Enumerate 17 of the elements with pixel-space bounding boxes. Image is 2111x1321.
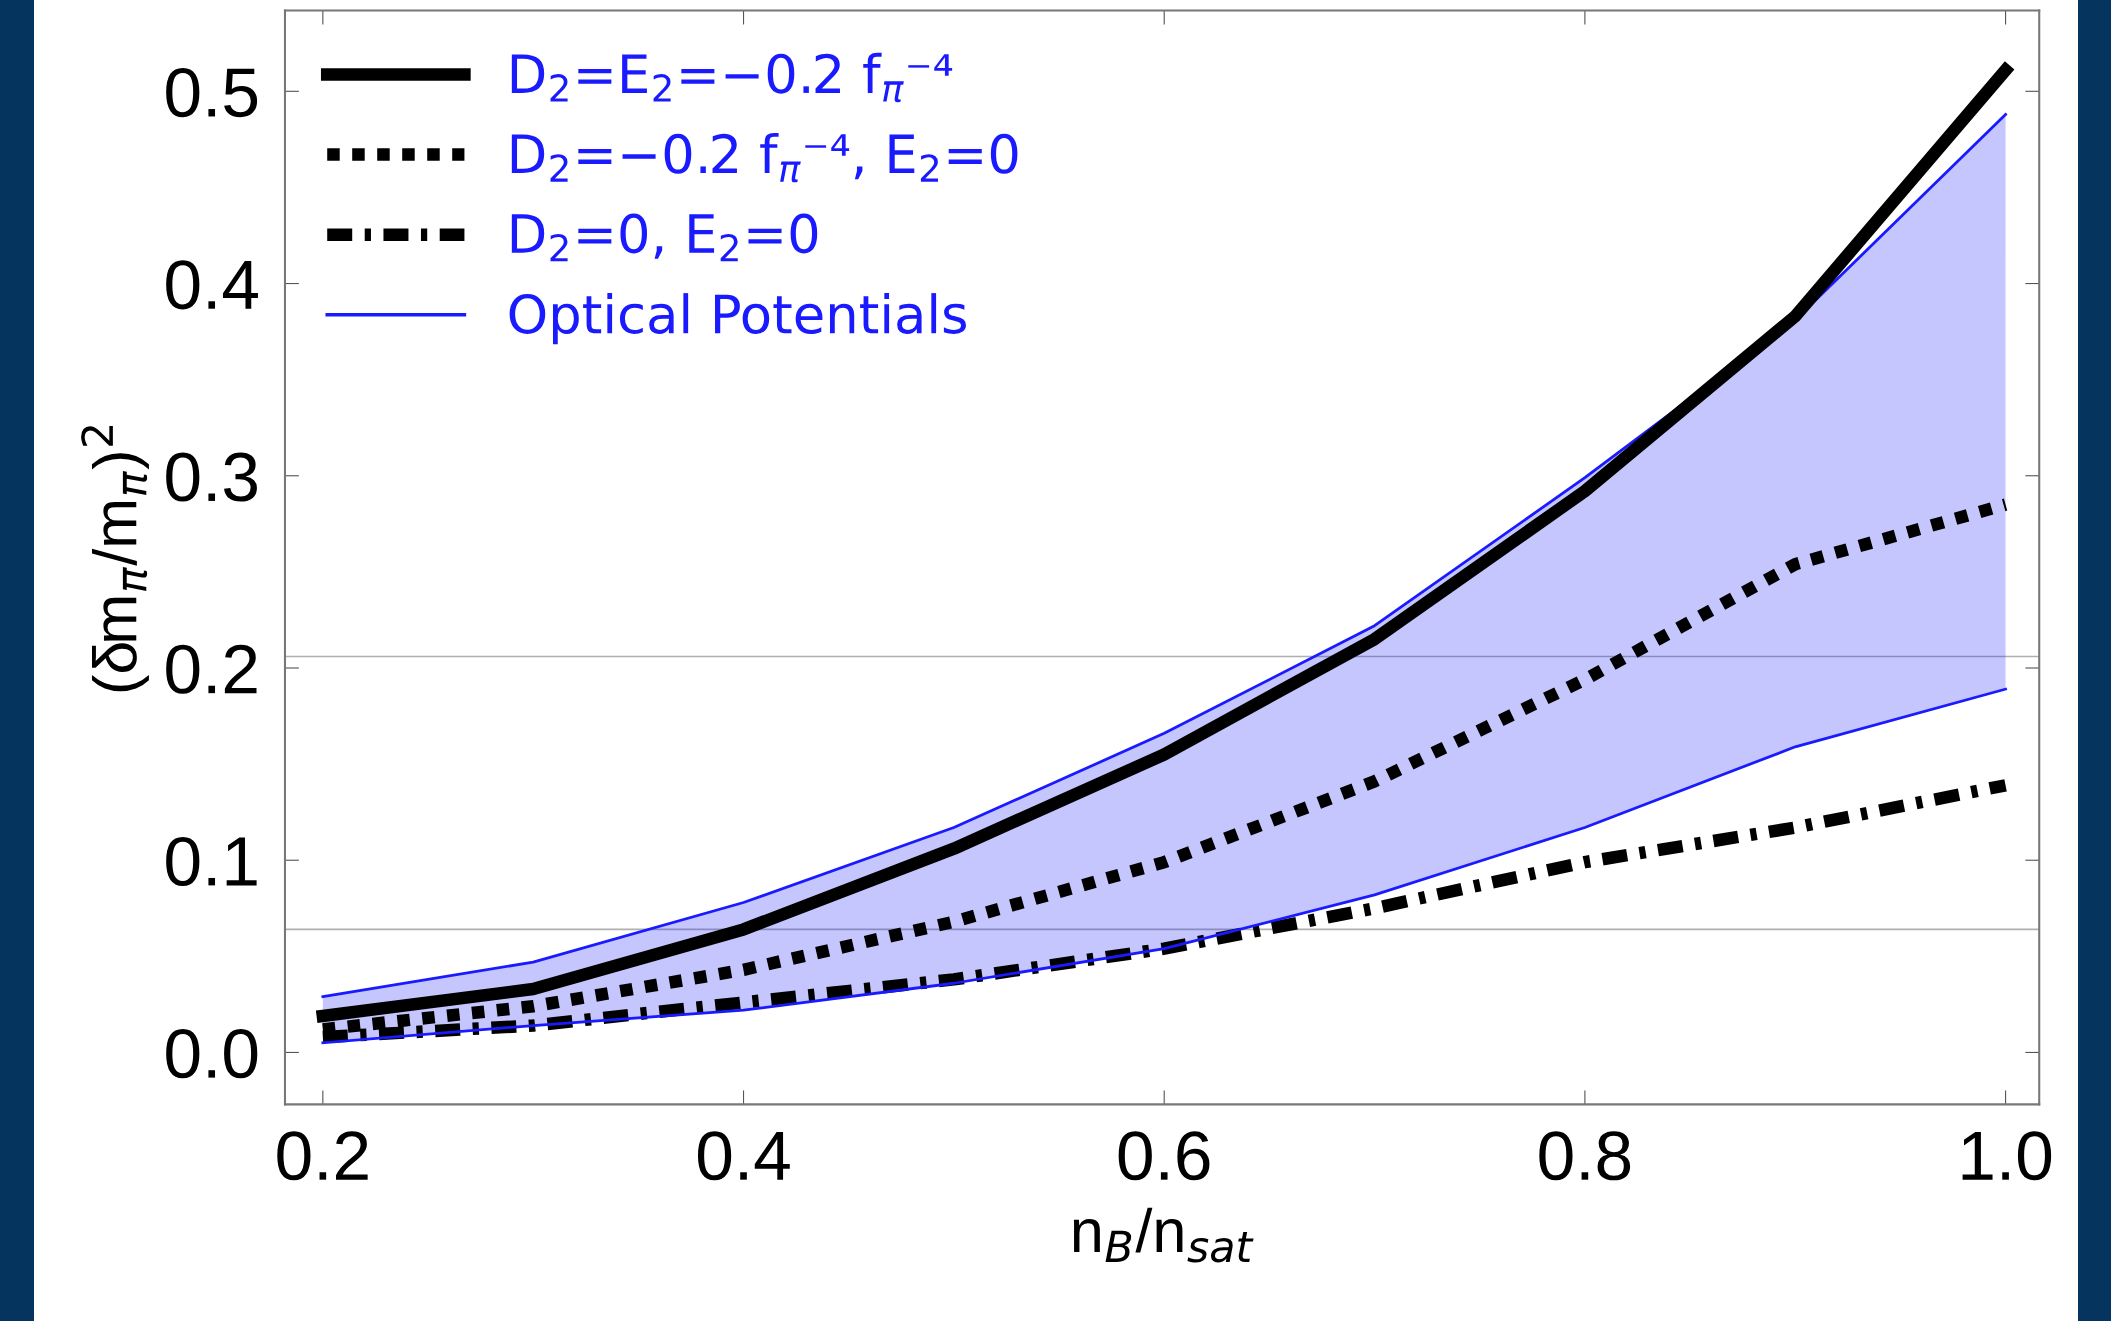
y-tick-label: 0.3 — [166, 452, 257, 502]
legend-label: D$_{2}$=0, E$_{2}$=0 — [511, 213, 818, 262]
x-tick-label: 0.6 — [1118, 1131, 1210, 1181]
y-tick-label: 0.1 — [166, 836, 257, 887]
y-tick-label: 0.2 — [166, 644, 257, 694]
x-tick-label: 0.8 — [1539, 1131, 1631, 1181]
y-tick-label: 0.4 — [166, 260, 258, 310]
x-axis-title: n$_{B}$/n$_{sat}$ — [1073, 1207, 1254, 1263]
x-tick-label: 0.4 — [697, 1131, 790, 1181]
y-axis-title: (δm$_{π}$/m$_{π}$)$^{2}$ — [81, 426, 149, 692]
y-tick-label: 0.5 — [166, 67, 258, 118]
x-tick-label: 1.0 — [1962, 1131, 2052, 1181]
y-tick-label: 0.0 — [166, 1029, 258, 1079]
x-tick-label: 0.2 — [277, 1131, 368, 1181]
legend-label: D$_{2}$=E$_{2}$=−0.2 f$_{π}$⁻⁴ — [511, 52, 953, 103]
legend-label: D$_{2}$=−0.2 f$_{π}$⁻⁴, E$_{2}$=0 — [511, 132, 1018, 183]
legend-label: Optical Potentials — [509, 293, 966, 345]
